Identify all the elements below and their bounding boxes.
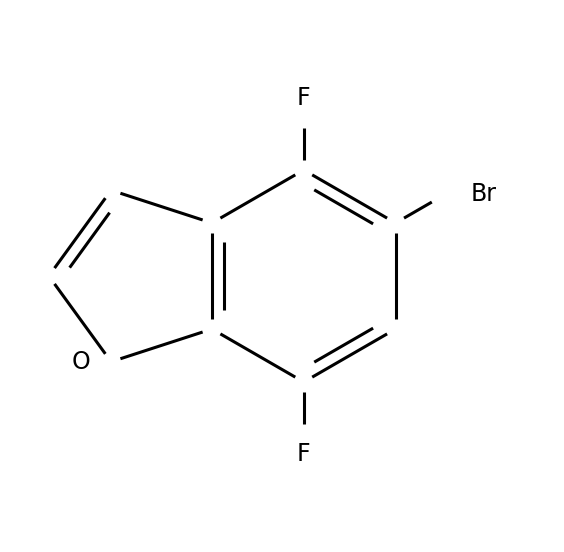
Text: F: F bbox=[297, 442, 311, 466]
Text: F: F bbox=[297, 86, 311, 110]
Text: O: O bbox=[72, 350, 91, 374]
Text: Br: Br bbox=[470, 183, 496, 206]
